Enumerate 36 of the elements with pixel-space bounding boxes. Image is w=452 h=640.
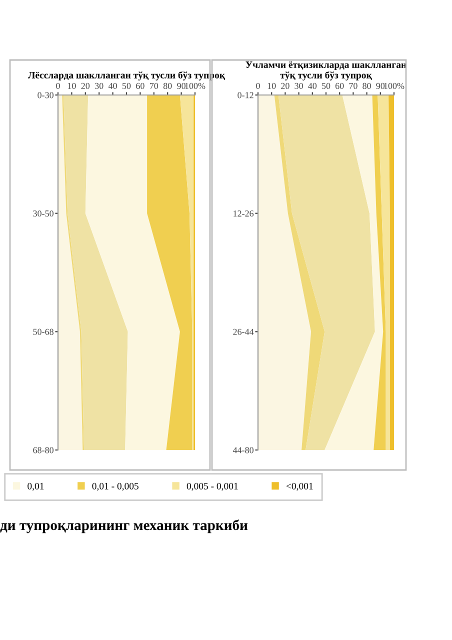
x-tick-label: 90: [177, 82, 186, 89]
y-tick-label: 0-30: [38, 92, 54, 98]
x-tick-label: 90: [376, 82, 385, 89]
x-tick-label: 0: [256, 82, 260, 89]
chart-title: Учламчи ётқизикларда шаклланган тўқ тусли бўз тупроқ: [246, 61, 406, 80]
x-tick-label: 100%: [185, 82, 206, 90]
x-tick-label: 50: [122, 82, 131, 89]
y-tick-label: 12-26: [234, 210, 254, 217]
x-tick-label: 100%: [384, 82, 404, 90]
y-tick-label: 0-12: [238, 92, 254, 98]
x-tick-label: 60: [136, 82, 144, 89]
y-tick-label: 26-44: [233, 328, 254, 335]
x-tick-label: 20: [81, 82, 90, 89]
x-tick-label: 80: [362, 82, 371, 89]
y-tick-label: 44-80: [232, 447, 254, 454]
x-tick-label: 10: [68, 82, 76, 89]
x-tick-label: 50: [322, 82, 330, 89]
legend-label: 0,01 - 0,005: [92, 482, 138, 491]
x-tick-label: 70: [150, 82, 158, 89]
x-tick-label: 70: [349, 82, 358, 89]
legend-label: <0,001: [286, 482, 313, 491]
text: ди тупроқларининг механик таркиби: [0, 520, 248, 534]
x-tick-label: 40: [308, 82, 317, 89]
legend-label: 0,01: [28, 482, 44, 491]
y-tick-label: 30-50: [33, 210, 54, 217]
x-tick-label: 30: [294, 82, 303, 89]
y-tick-label: 50-68: [33, 328, 54, 335]
x-tick-label: 60: [335, 82, 344, 89]
y-tick-label: 68-80: [33, 447, 54, 454]
x-tick-label: 30: [95, 82, 104, 89]
x-tick-label: 10: [268, 82, 276, 89]
x-tick-label: 0: [56, 82, 60, 89]
x-tick-label: 40: [108, 82, 117, 89]
legend-label: 0,005 - 0,001: [186, 482, 238, 491]
x-tick-label: 20: [281, 82, 290, 89]
x-tick-label: 80: [163, 82, 172, 89]
